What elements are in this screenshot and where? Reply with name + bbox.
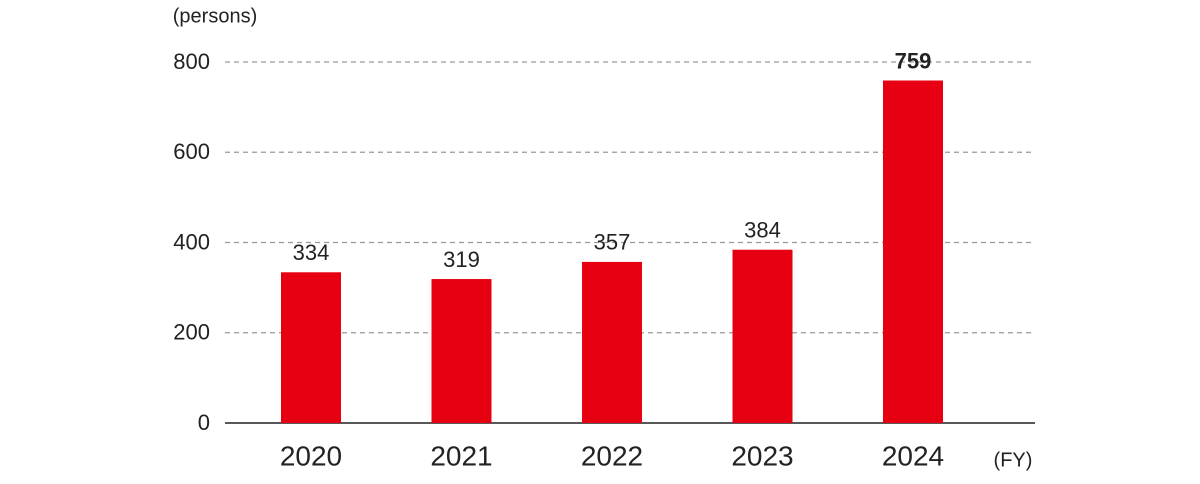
x-tick-label: 2020 <box>280 440 342 471</box>
y-tick-label: 200 <box>173 320 210 345</box>
bar <box>732 249 793 423</box>
y-tick-label: 0 <box>198 410 210 435</box>
value-label: 319 <box>443 247 480 272</box>
value-label: 357 <box>594 230 631 255</box>
x-tick-label: 2021 <box>430 440 492 471</box>
value-label: 759 <box>895 48 932 73</box>
bar <box>582 261 642 423</box>
bar <box>281 272 341 423</box>
bar <box>431 279 492 423</box>
x-tick-label: 2023 <box>731 440 793 471</box>
value-label: 384 <box>744 218 781 243</box>
x-axis-label: (FY) <box>994 449 1033 471</box>
y-tick-label: 800 <box>173 49 210 74</box>
y-axis-label: (persons) <box>173 5 257 27</box>
bar <box>883 80 943 423</box>
x-tick-label: 2024 <box>882 440 944 471</box>
value-label: 334 <box>293 240 330 265</box>
x-tick-label: 2022 <box>581 440 643 471</box>
y-tick-label: 400 <box>173 229 210 254</box>
y-tick-label: 600 <box>173 139 210 164</box>
